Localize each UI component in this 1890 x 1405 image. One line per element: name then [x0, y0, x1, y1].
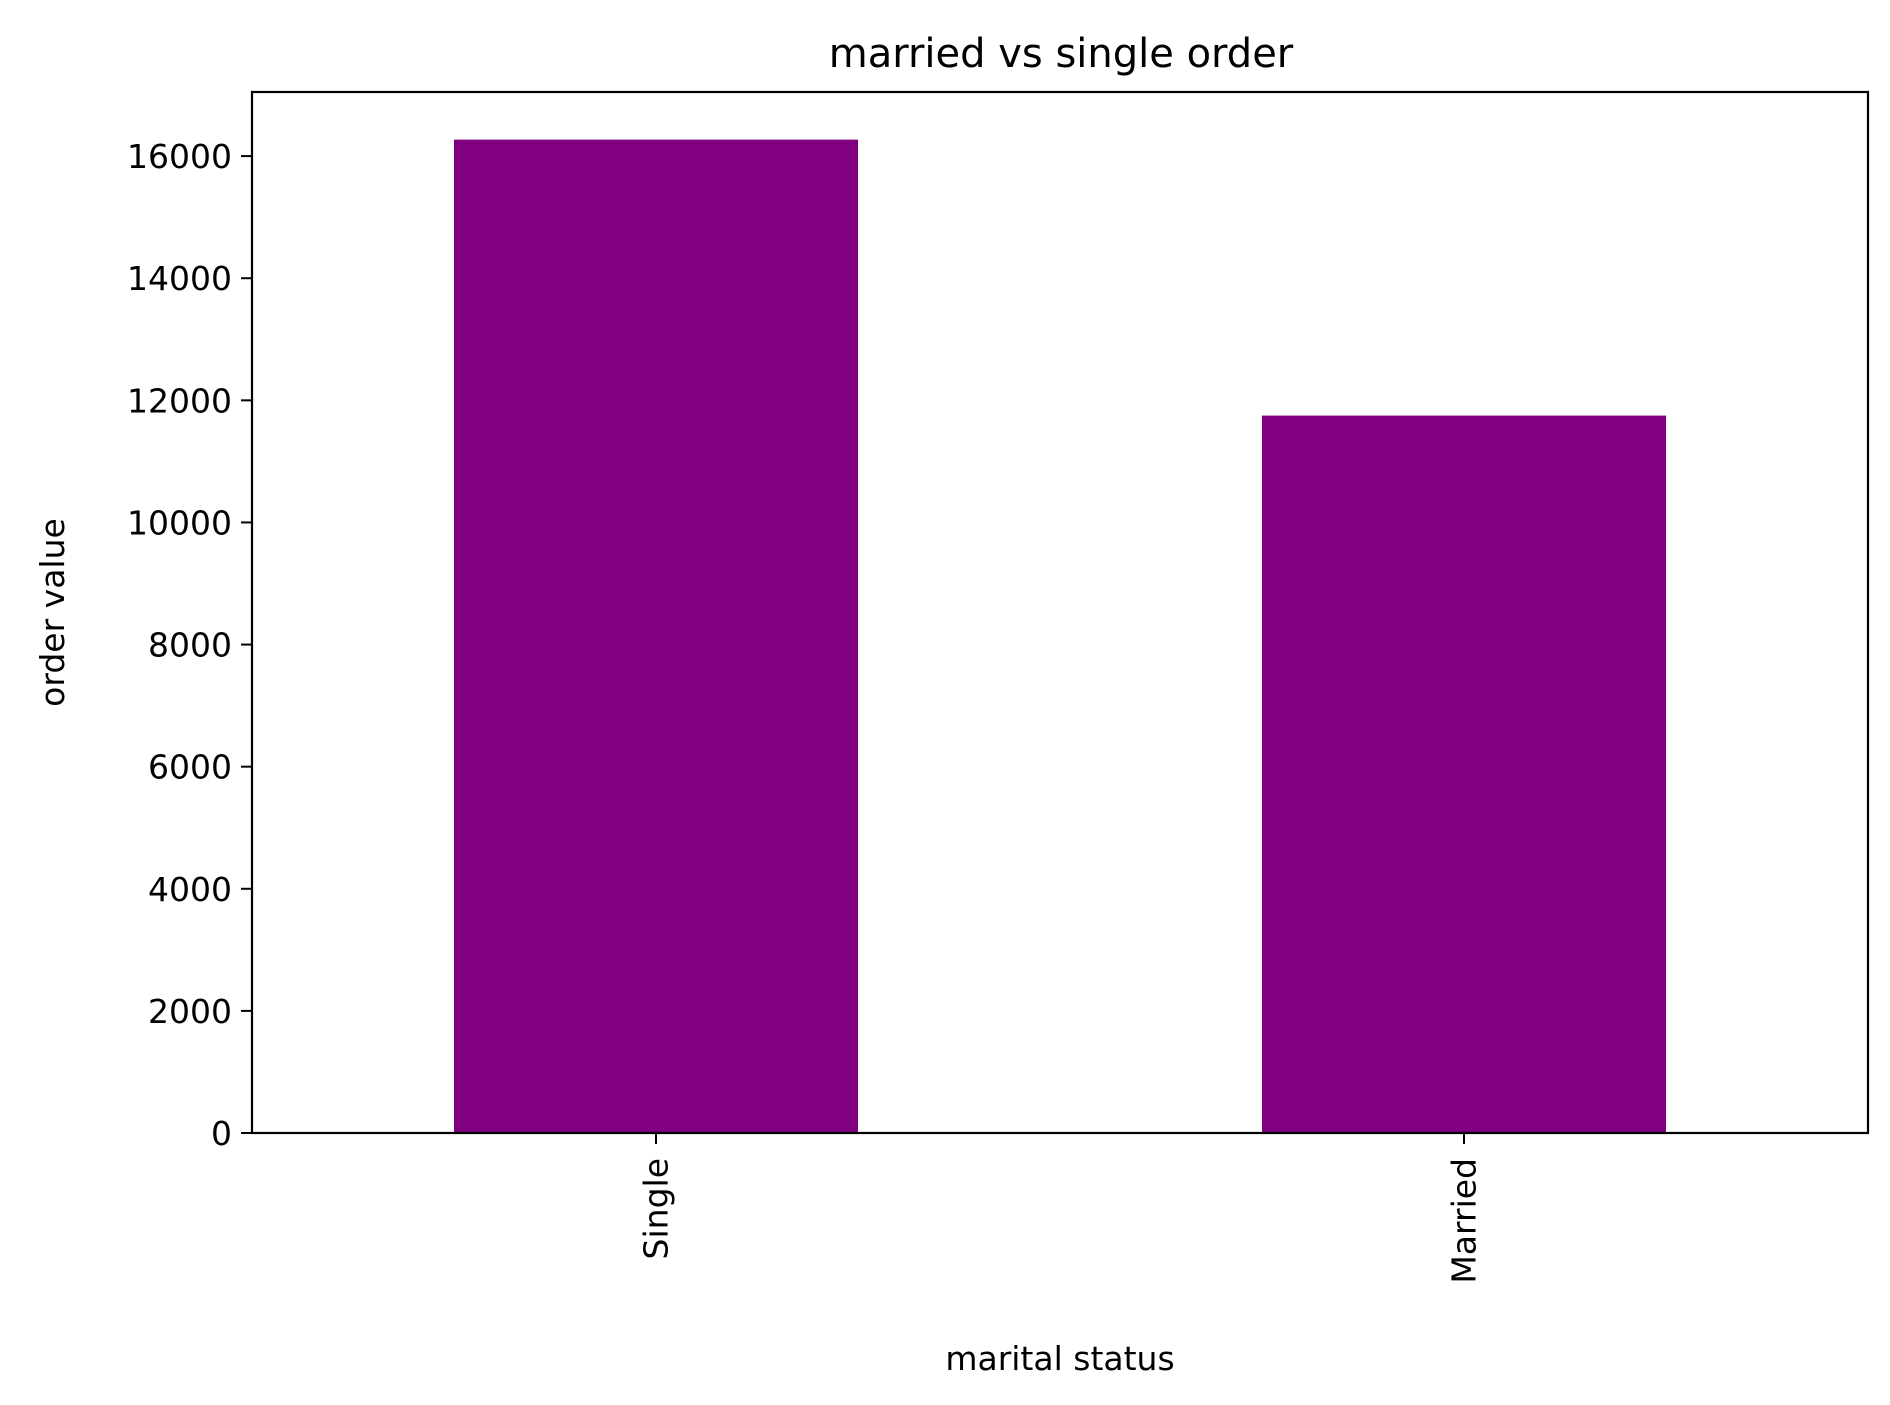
x-axis-label: marital status	[945, 1339, 1174, 1378]
chart-title: married vs single order	[829, 31, 1294, 77]
y-tick-label: 8000	[148, 626, 232, 665]
y-tick-label: 0	[211, 1114, 232, 1153]
bar-married	[1262, 415, 1666, 1133]
x-tick-label-married: Married	[1445, 1158, 1484, 1284]
y-tick-label: 6000	[148, 748, 232, 787]
plot-frame	[250, 90, 1870, 1135]
x-axis: Single Married	[637, 1133, 1484, 1284]
y-tick-label: 10000	[127, 503, 232, 542]
y-tick-label: 2000	[148, 992, 232, 1031]
y-tick-label: 14000	[127, 259, 232, 298]
y-axis-label: order value	[33, 518, 72, 707]
y-tick-label: 12000	[127, 381, 232, 420]
bar-single	[454, 139, 858, 1133]
y-axis: 0 2000 4000 6000 8000 10000 12000 14000 16000	[127, 137, 252, 1153]
y-tick-label: 4000	[148, 870, 232, 909]
plot-area	[454, 139, 1666, 1133]
y-tick-label: 16000	[127, 137, 232, 176]
x-tick-label-single: Single	[637, 1158, 676, 1259]
